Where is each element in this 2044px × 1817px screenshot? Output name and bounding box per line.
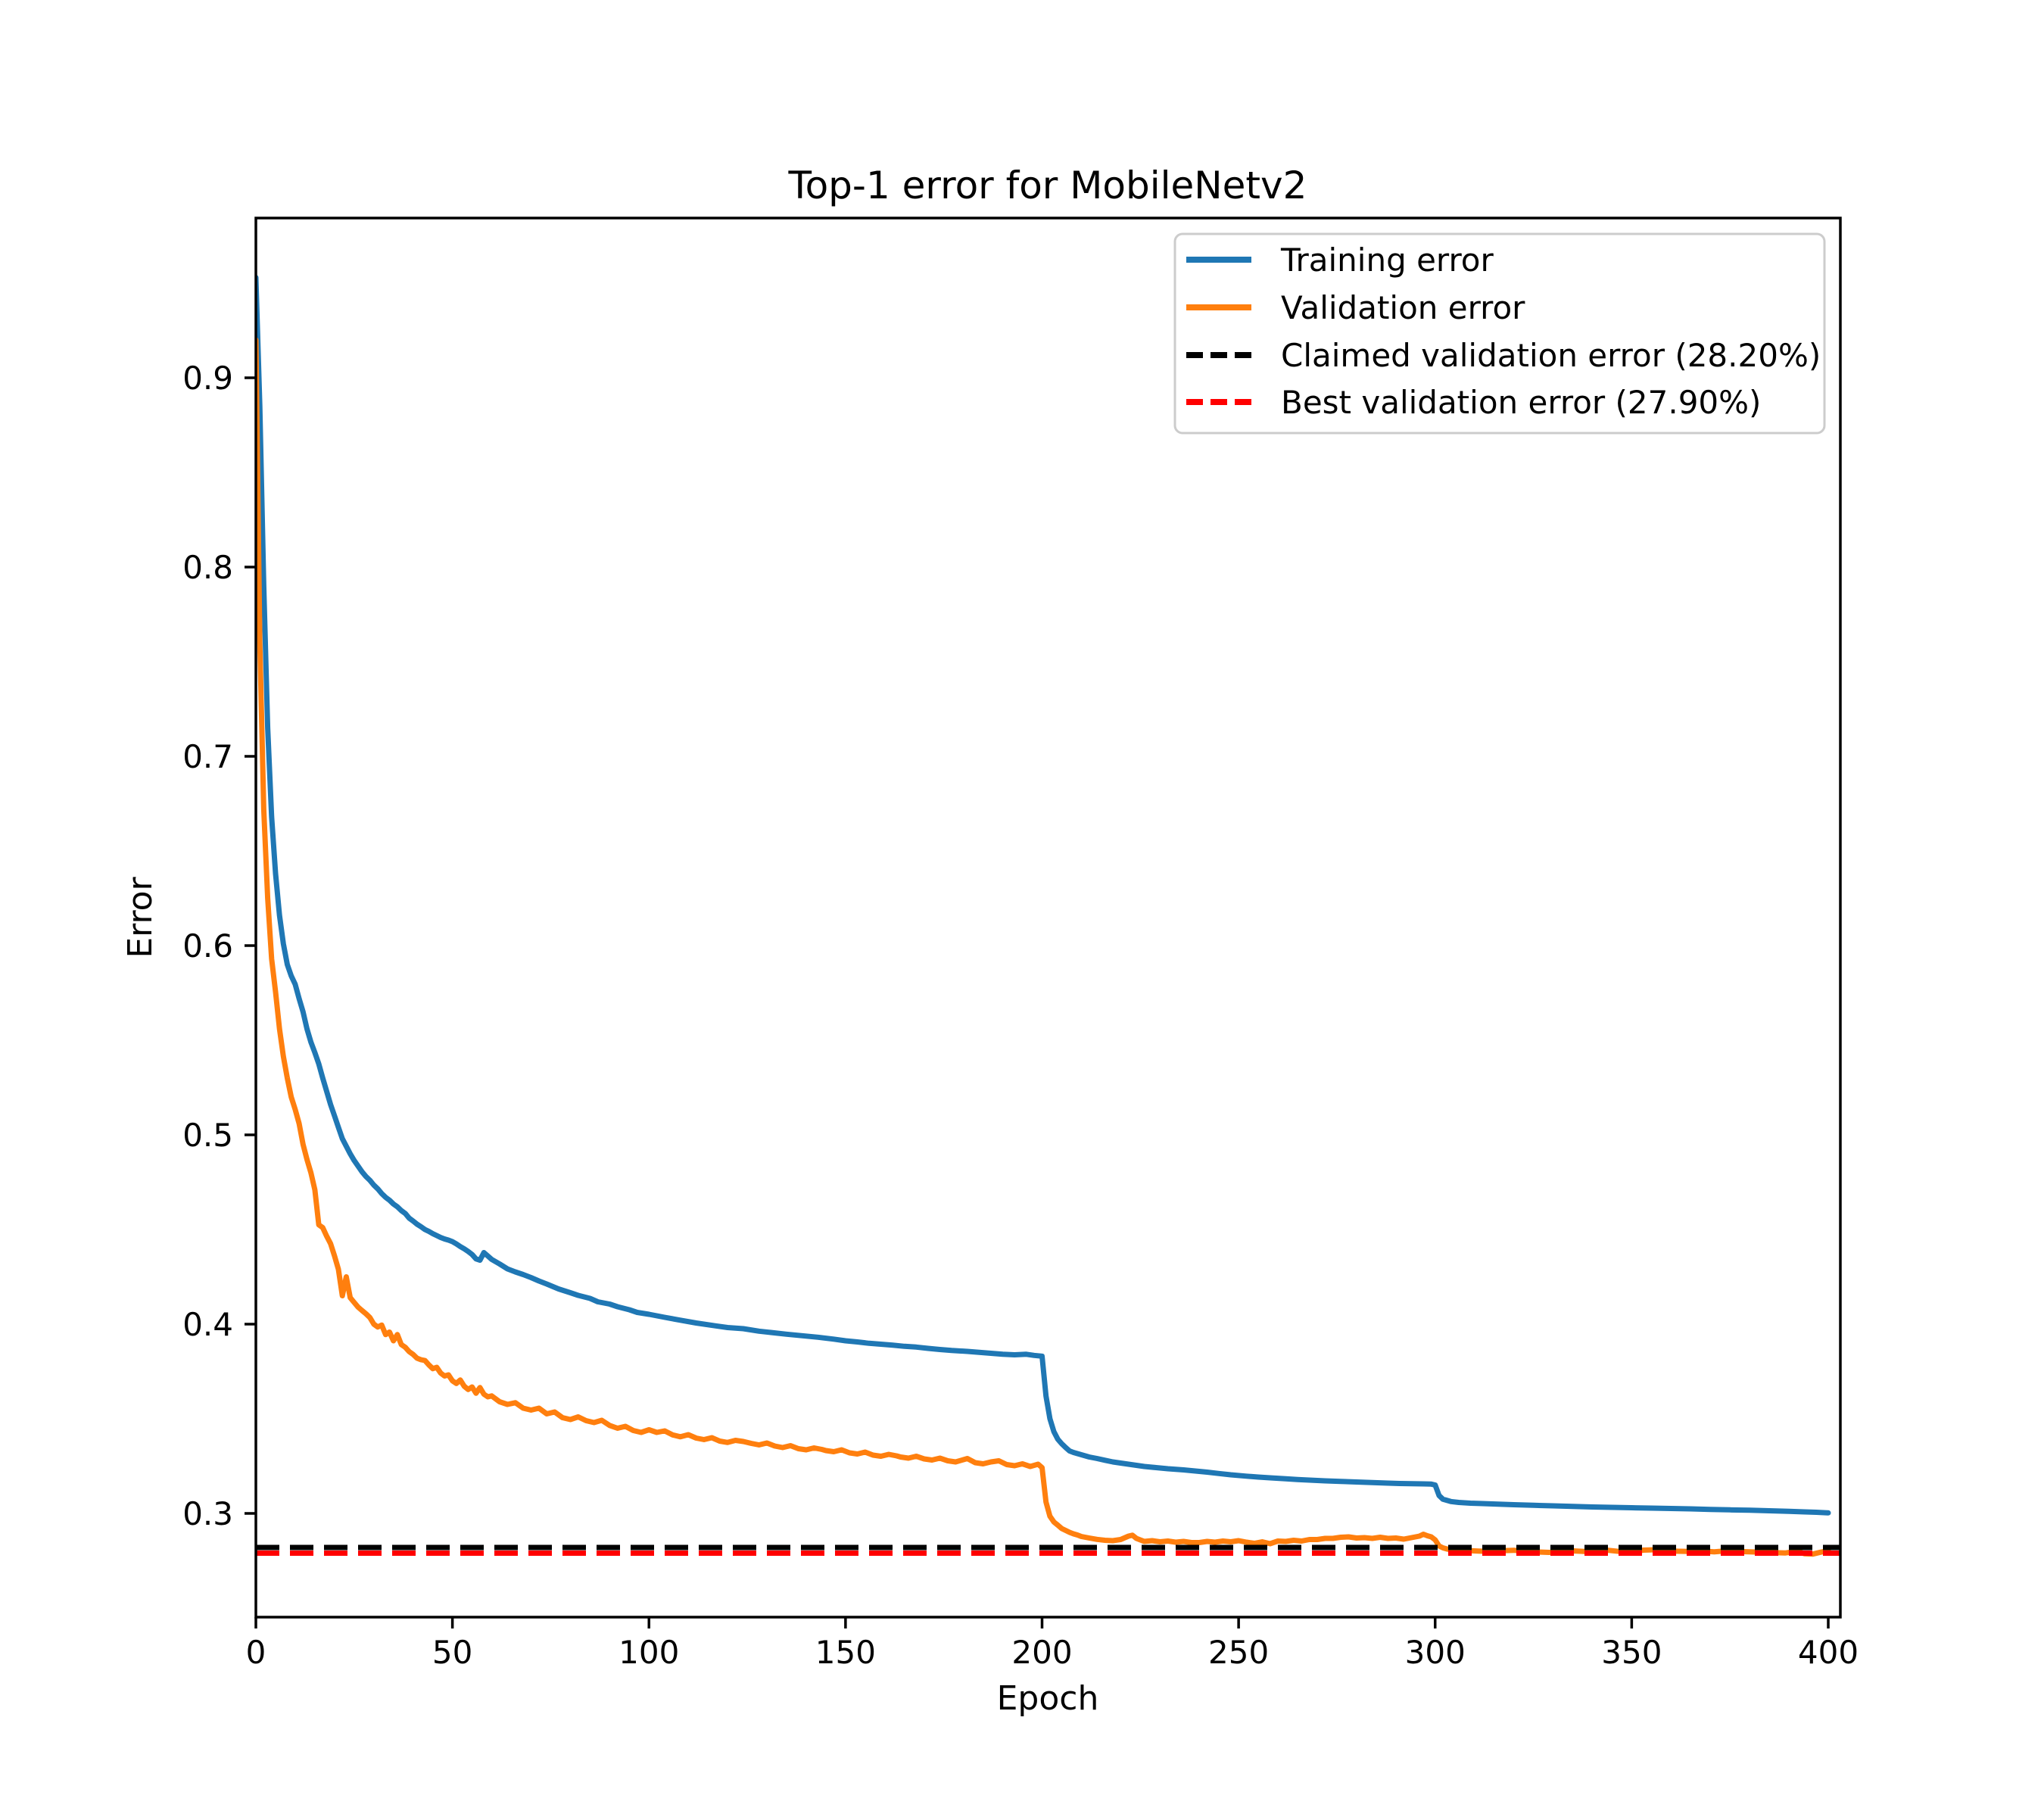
x-tick-label: 350 bbox=[1601, 1634, 1662, 1671]
legend-entry-label: Validation error bbox=[1281, 289, 1525, 326]
chart-title: Top-1 error for MobileNetv2 bbox=[788, 164, 1307, 207]
x-tick-label: 200 bbox=[1011, 1634, 1072, 1671]
legend-entry-label: Claimed validation error (28.20%) bbox=[1281, 337, 1821, 374]
y-tick-label: 0.6 bbox=[182, 927, 233, 965]
x-tick-label: 300 bbox=[1405, 1634, 1466, 1671]
x-tick-label: 250 bbox=[1208, 1634, 1269, 1671]
axis-ticks: 0 50 100 150 200 250 300 350 400 0.3 0.4 0.5 0.6 0.7 0… bbox=[182, 360, 1859, 1671]
plot-border bbox=[254, 217, 1842, 1619]
y-tick-label: 0.8 bbox=[182, 549, 233, 586]
data-curves bbox=[256, 275, 1831, 1557]
reference-lines bbox=[256, 1544, 1840, 1556]
legend: Training error Validation error Claimed va… bbox=[1173, 232, 1826, 435]
y-tick-label: 0.4 bbox=[182, 1306, 233, 1343]
y-tick-label: 0.5 bbox=[182, 1117, 233, 1154]
x-tick-label: 400 bbox=[1798, 1634, 1859, 1671]
x-axis-label: Epoch bbox=[997, 1679, 1099, 1718]
plot-area bbox=[256, 218, 1840, 1617]
x-tick-label: 50 bbox=[432, 1634, 472, 1671]
x-tick-label: 100 bbox=[618, 1634, 679, 1671]
y-tick-label: 0.3 bbox=[182, 1495, 233, 1532]
legend-entry-label: Training error bbox=[1280, 242, 1494, 279]
legend-box bbox=[1173, 232, 1826, 435]
y-tick-label: 0.9 bbox=[182, 360, 233, 397]
y-axis-label: Error bbox=[121, 876, 160, 958]
curve-validation-error bbox=[256, 337, 1831, 1557]
curve-training-error bbox=[256, 275, 1831, 1516]
x-tick-label: 0 bbox=[246, 1634, 266, 1671]
x-tick-label: 150 bbox=[815, 1634, 876, 1671]
legend-entry-label: Best validation error (27.90%) bbox=[1281, 384, 1761, 421]
y-tick-label: 0.7 bbox=[182, 738, 233, 775]
